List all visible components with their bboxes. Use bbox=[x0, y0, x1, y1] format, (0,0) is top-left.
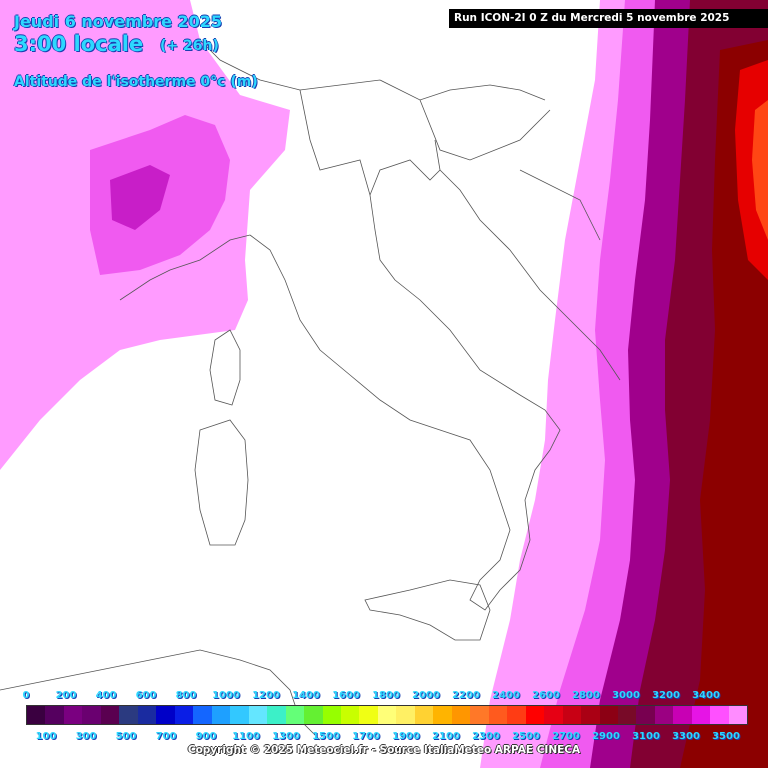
scale-swatch bbox=[193, 706, 212, 724]
scale-swatch bbox=[156, 706, 175, 724]
scale-label-bottom: 100 bbox=[35, 731, 57, 742]
scale-label-bottom: 1300 bbox=[272, 731, 300, 742]
scale-swatch bbox=[451, 706, 471, 724]
scale-swatch bbox=[119, 706, 138, 724]
field-dark-magenta-alps bbox=[110, 165, 170, 230]
field-title: Altitude de l'isotherme 0°c (m) bbox=[14, 74, 258, 90]
scale-label-top: 2800 bbox=[572, 690, 600, 701]
scale-swatch bbox=[691, 706, 711, 724]
scale-label-bottom: 2700 bbox=[552, 731, 580, 742]
scale-label-top: 2600 bbox=[532, 690, 560, 701]
scale-swatch bbox=[581, 706, 600, 724]
scale-swatch bbox=[562, 706, 582, 724]
scale-swatch bbox=[82, 706, 101, 724]
scale-label-bottom: 1500 bbox=[312, 731, 340, 742]
scale-label-top: 3200 bbox=[652, 690, 680, 701]
scale-label-top: 3000 bbox=[612, 690, 640, 701]
copyright: Copyright © 2025 Meteociel.fr - Source I… bbox=[187, 744, 581, 756]
scale-label-bottom: 2900 bbox=[592, 731, 620, 742]
scale-label-top: 1600 bbox=[332, 690, 360, 701]
scale-label-top: 2400 bbox=[492, 690, 520, 701]
scale-swatch bbox=[340, 706, 360, 724]
scale-swatch bbox=[654, 706, 674, 724]
scale-swatch bbox=[673, 706, 692, 724]
run-banner: Run ICON-2I 0 Z du Mercredi 5 novembre 2… bbox=[449, 9, 768, 28]
scale-label-bottom: 2300 bbox=[472, 731, 500, 742]
scale-label-top: 1400 bbox=[292, 690, 320, 701]
scale-swatch bbox=[396, 706, 415, 724]
scale-swatch bbox=[211, 706, 231, 724]
scale-label-top: 600 bbox=[135, 690, 157, 701]
scale-swatch bbox=[599, 706, 618, 724]
scale-swatch bbox=[45, 706, 64, 724]
scale-swatch bbox=[285, 706, 305, 724]
scale-swatch bbox=[414, 706, 434, 724]
scale-swatch bbox=[710, 706, 729, 724]
scale-swatch bbox=[230, 706, 249, 724]
scale-label-bottom: 2500 bbox=[512, 731, 540, 742]
scale-swatch bbox=[63, 706, 83, 724]
scale-swatch bbox=[137, 706, 157, 724]
scale-swatch bbox=[470, 706, 489, 724]
scale-label-top: 1200 bbox=[252, 690, 280, 701]
scale-swatch bbox=[525, 706, 545, 724]
scale-label-bottom: 1900 bbox=[392, 731, 420, 742]
scale-label-bottom: 3500 bbox=[712, 731, 740, 742]
scale-swatch bbox=[27, 706, 46, 724]
scale-label-bottom: 3300 bbox=[672, 731, 700, 742]
scale-label-top: 2000 bbox=[412, 690, 440, 701]
field-orange-east bbox=[752, 100, 768, 240]
scale-swatch bbox=[322, 706, 341, 724]
color-scale bbox=[26, 705, 748, 725]
scale-label-bottom: 1700 bbox=[352, 731, 380, 742]
scale-swatch bbox=[618, 706, 637, 724]
scale-label-top: 3400 bbox=[692, 690, 720, 701]
scale-label-top: 0 bbox=[22, 690, 30, 701]
scale-label-bottom: 2100 bbox=[432, 731, 460, 742]
scale-swatch bbox=[304, 706, 323, 724]
forecast-time: 3:00 locale bbox=[14, 32, 144, 56]
scale-label-top: 1000 bbox=[212, 690, 240, 701]
scale-label-top: 2200 bbox=[452, 690, 480, 701]
scale-swatch bbox=[267, 706, 286, 724]
scale-swatch bbox=[174, 706, 194, 724]
scale-label-bottom: 300 bbox=[75, 731, 97, 742]
coastlines bbox=[0, 39, 621, 741]
scale-label-bottom: 700 bbox=[155, 731, 177, 742]
lead-time: (+ 26h) bbox=[160, 38, 219, 54]
scale-swatch bbox=[359, 706, 378, 724]
scale-swatch bbox=[544, 706, 563, 724]
scale-swatch bbox=[433, 706, 452, 724]
scale-label-bottom: 900 bbox=[195, 731, 217, 742]
scale-label-bottom: 500 bbox=[115, 731, 137, 742]
scale-swatch bbox=[488, 706, 508, 724]
scale-label-bottom: 1100 bbox=[232, 731, 260, 742]
scale-swatch bbox=[100, 706, 120, 724]
scale-label-top: 200 bbox=[55, 690, 77, 701]
scale-label-top: 800 bbox=[175, 690, 197, 701]
scale-label-top: 400 bbox=[95, 690, 117, 701]
scale-label-top: 1800 bbox=[372, 690, 400, 701]
scale-swatch bbox=[248, 706, 268, 724]
scale-label-bottom: 3100 bbox=[632, 731, 660, 742]
scale-swatch bbox=[728, 706, 748, 724]
scale-swatch bbox=[636, 706, 655, 724]
scale-swatch bbox=[507, 706, 526, 724]
scale-swatch bbox=[377, 706, 397, 724]
forecast-date: Jeudi 6 novembre 2025 bbox=[14, 12, 223, 31]
